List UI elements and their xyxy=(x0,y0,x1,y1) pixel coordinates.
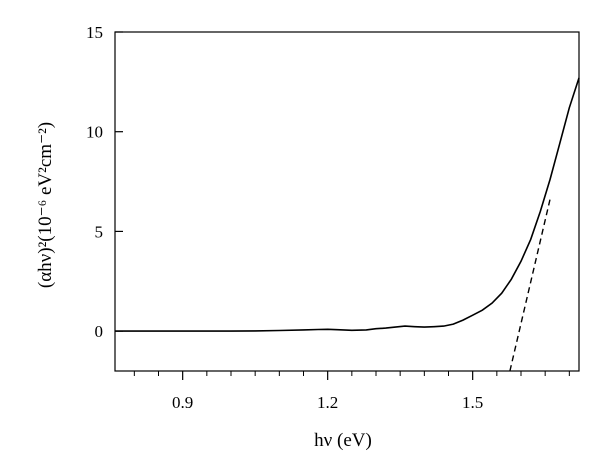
plot-border xyxy=(114,31,580,372)
series-line-data xyxy=(115,77,580,332)
x-axis-label: hν (eV) xyxy=(314,430,372,451)
y-tick-label-0: 0 xyxy=(95,322,104,341)
y-axis-label: (αhν)²(10⁻⁶ eV²cm⁻²) xyxy=(35,122,56,288)
series-group xyxy=(115,77,580,372)
y-tick-label-3: 15 xyxy=(86,23,103,42)
x-tick-label-0: 0.9 xyxy=(172,393,193,412)
axis-ticks: 0 5 10 15 0.9 1.2 1.5 xyxy=(86,23,570,412)
plot-frame xyxy=(114,31,580,372)
x-tick-label-1: 1.2 xyxy=(317,393,338,412)
y-tick-label-2: 10 xyxy=(86,123,103,142)
y-tick-label-1: 5 xyxy=(95,222,104,241)
series-line-dashed-fit xyxy=(509,199,551,372)
x-tick-label-2: 1.5 xyxy=(462,393,483,412)
